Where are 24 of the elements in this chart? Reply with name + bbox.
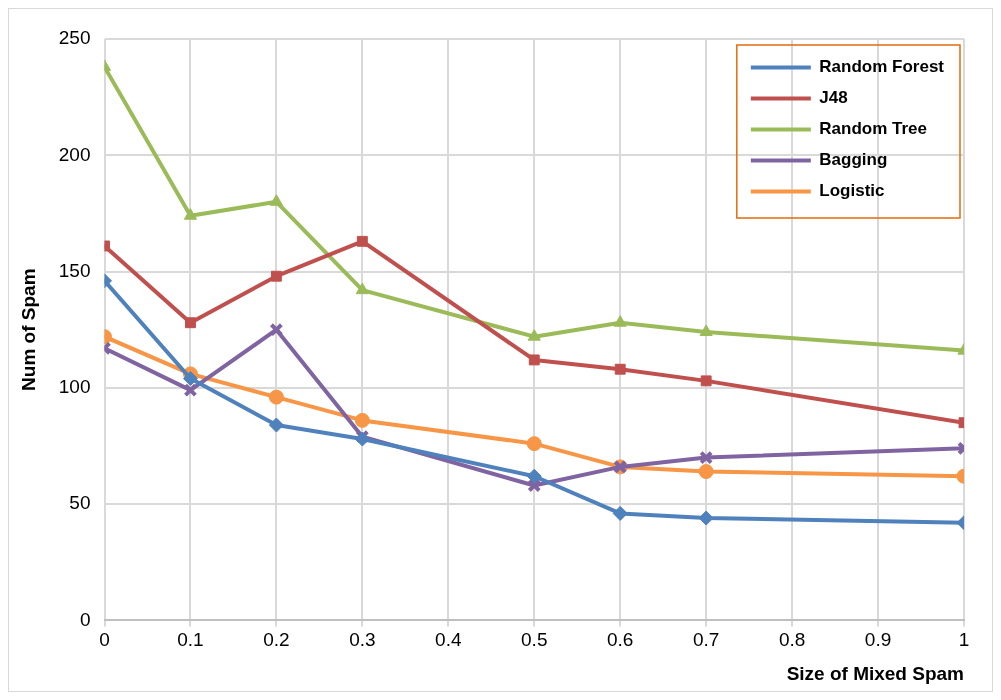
x-tick-label: 0.2 — [263, 629, 290, 651]
x-tick-label: 0.6 — [606, 629, 634, 651]
legend-label: Random Forest — [819, 57, 945, 77]
x-tick-label: 0.1 — [177, 629, 204, 651]
y-tick-label: 150 — [58, 259, 91, 281]
legend-label: J48 — [819, 88, 848, 108]
x-tick-label: 0.9 — [864, 629, 892, 651]
x-tick-label: 0.4 — [435, 629, 462, 651]
y-axis-title: Num of Spam — [17, 268, 39, 391]
x-tick-label: 0.7 — [692, 629, 720, 651]
y-tick-label: 200 — [58, 143, 91, 165]
y-tick-label: 100 — [58, 376, 91, 398]
y-tick-label: 0 — [79, 608, 91, 630]
legend-label: Logistic — [819, 181, 885, 201]
x-axis-title: Size of Mixed Spam — [786, 662, 964, 684]
y-tick-label: 250 — [58, 27, 91, 49]
x-tick-label: 1 — [958, 629, 970, 651]
y-tick-label: 50 — [69, 492, 91, 514]
x-tick-label: 0.5 — [521, 629, 548, 651]
x-tick-label: 0.3 — [349, 629, 376, 651]
x-tick-label: 0 — [99, 629, 110, 651]
x-tick-label: 0.8 — [778, 629, 806, 651]
legend-label: Bagging — [819, 150, 888, 170]
legend-label: Random Tree — [819, 119, 928, 139]
